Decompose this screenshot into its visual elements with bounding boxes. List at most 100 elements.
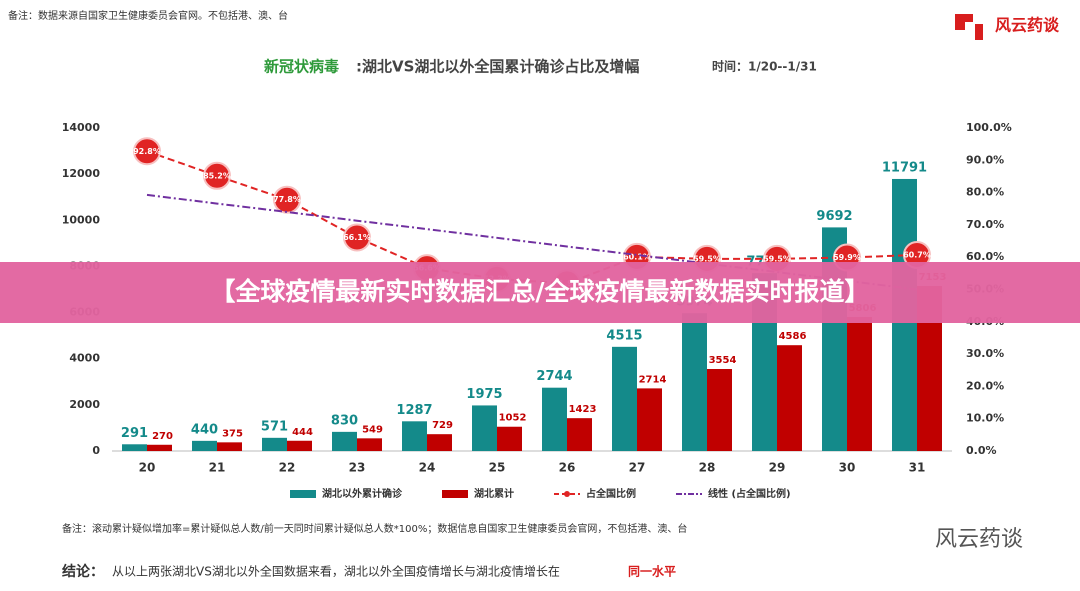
legend-marker	[564, 491, 570, 497]
logo-icon	[955, 14, 983, 40]
y2-tick-label: 70.0%	[966, 218, 1004, 231]
bar	[402, 421, 427, 451]
bar-label: 3554	[709, 355, 737, 366]
bar-label: 830	[331, 413, 358, 428]
point-label: 85.2%	[203, 171, 231, 180]
bar-label: 1423	[569, 404, 597, 415]
chart-title: 新冠状病毒	[264, 58, 339, 76]
point-label: 60.7%	[903, 250, 931, 259]
x-tick-label: 30	[839, 461, 856, 475]
y-tick-label: 10000	[62, 213, 101, 226]
legend-label: 湖北累计	[474, 487, 514, 500]
banner-bg	[0, 262, 1080, 323]
x-tick-label: 22	[279, 461, 296, 475]
bar-label: 4515	[606, 328, 642, 343]
y-tick-label: 4000	[69, 352, 100, 365]
y2-tick-label: 30.0%	[966, 347, 1004, 360]
y-tick-label: 12000	[62, 167, 101, 180]
header-note: 备注：数据来源自国家卫生健康委员会官网。不包括港、澳、台	[8, 9, 288, 22]
point-label: 59.5%	[693, 254, 721, 263]
y2-tick-label: 10.0%	[966, 412, 1004, 425]
time-label: 时间：1/20--1/31	[712, 59, 817, 74]
bar	[542, 387, 567, 451]
watermark: 风云药谈	[935, 527, 1023, 552]
legend-swatch	[290, 490, 316, 498]
legend-label: 湖北以外累计确诊	[322, 487, 403, 500]
bar-label: 729	[432, 420, 453, 431]
y2-tick-label: 60.0%	[966, 250, 1004, 263]
marker	[343, 223, 371, 252]
bar	[777, 345, 802, 451]
conclusion-label: 结论：	[62, 563, 104, 580]
bar	[847, 317, 872, 451]
bar-label: 571	[261, 419, 288, 434]
chart-subtitle: :湖北VS湖北以外全国累计确诊占比及增幅	[356, 58, 639, 76]
bar	[472, 405, 497, 451]
bar	[192, 440, 217, 451]
y2-tick-label: 80.0%	[966, 186, 1004, 199]
bar-label: 444	[292, 427, 313, 438]
bar-label: 375	[222, 428, 243, 439]
marker	[203, 161, 231, 190]
bar-label: 1052	[499, 413, 527, 424]
bar-label: 2714	[639, 374, 667, 385]
bar	[332, 431, 357, 451]
legend-swatch	[442, 490, 468, 498]
bar	[357, 438, 382, 451]
y-tick-label: 2000	[69, 398, 100, 411]
marker	[133, 137, 161, 166]
point-label: 60.1%	[623, 252, 651, 261]
bar	[217, 442, 242, 451]
bar	[287, 440, 312, 451]
point-label: 77.8%	[273, 195, 301, 204]
bar-label: 1975	[466, 387, 502, 402]
bar	[262, 437, 287, 451]
x-tick-label: 23	[349, 461, 366, 475]
bar-label: 9692	[816, 209, 852, 224]
x-tick-label: 26	[559, 461, 576, 475]
y-tick-label: 0	[92, 444, 100, 457]
bar	[497, 426, 522, 451]
bar	[637, 388, 662, 451]
x-tick-label: 24	[419, 461, 436, 475]
point-label: 92.8%	[133, 147, 161, 156]
conclusion-text: 从以上两张湖北VS湖北以外全国数据来看，湖北以外全国疫情增长与湖北疫情增长在	[112, 564, 560, 579]
x-tick-label: 28	[699, 461, 716, 475]
bar-label: 11791	[882, 160, 927, 175]
x-tick-label: 31	[909, 461, 926, 475]
bar	[427, 434, 452, 451]
footnote: 备注：滚动累计疑似增加率=累计疑似总人数/前一天同时间累计疑似总人数*100%；…	[62, 522, 687, 535]
bar-label: 1287	[396, 403, 432, 418]
bar-label: 270	[152, 431, 173, 442]
banner: 【全球疫情最新实时数据汇总/全球疫情最新数据实时报道】	[210, 277, 869, 306]
y2-tick-label: 0.0%	[966, 444, 997, 457]
bar-label: 440	[191, 422, 218, 437]
bar-label: 549	[362, 424, 383, 435]
conclusion-highlight: 同一水平	[628, 564, 676, 579]
y2-tick-label: 90.0%	[966, 153, 1004, 166]
legend-label: 占全国比例	[586, 487, 636, 500]
marker	[273, 185, 301, 214]
bar	[122, 444, 147, 451]
x-tick-label: 25	[489, 461, 506, 475]
x-tick-label: 20	[139, 461, 156, 475]
legend-label: 线性 (占全国比例)	[708, 487, 791, 500]
bar	[612, 346, 637, 451]
point-label: 66.1%	[343, 233, 371, 242]
bar	[707, 369, 732, 451]
x-tick-label: 21	[209, 461, 226, 475]
point-label: 59.5%	[763, 254, 791, 263]
x-tick-label: 29	[769, 461, 786, 475]
bar	[567, 418, 592, 451]
y-tick-label: 14000	[62, 121, 101, 134]
bar	[682, 313, 707, 451]
point-label: 59.9%	[833, 253, 861, 262]
bar-label: 291	[121, 426, 148, 441]
x-tick-label: 27	[629, 461, 646, 475]
y2-tick-label: 100.0%	[966, 121, 1012, 134]
bar-label: 2744	[536, 369, 572, 384]
logo: 风云药谈	[995, 16, 1060, 35]
y2-tick-label: 20.0%	[966, 379, 1004, 392]
bar-label: 4586	[779, 331, 807, 342]
